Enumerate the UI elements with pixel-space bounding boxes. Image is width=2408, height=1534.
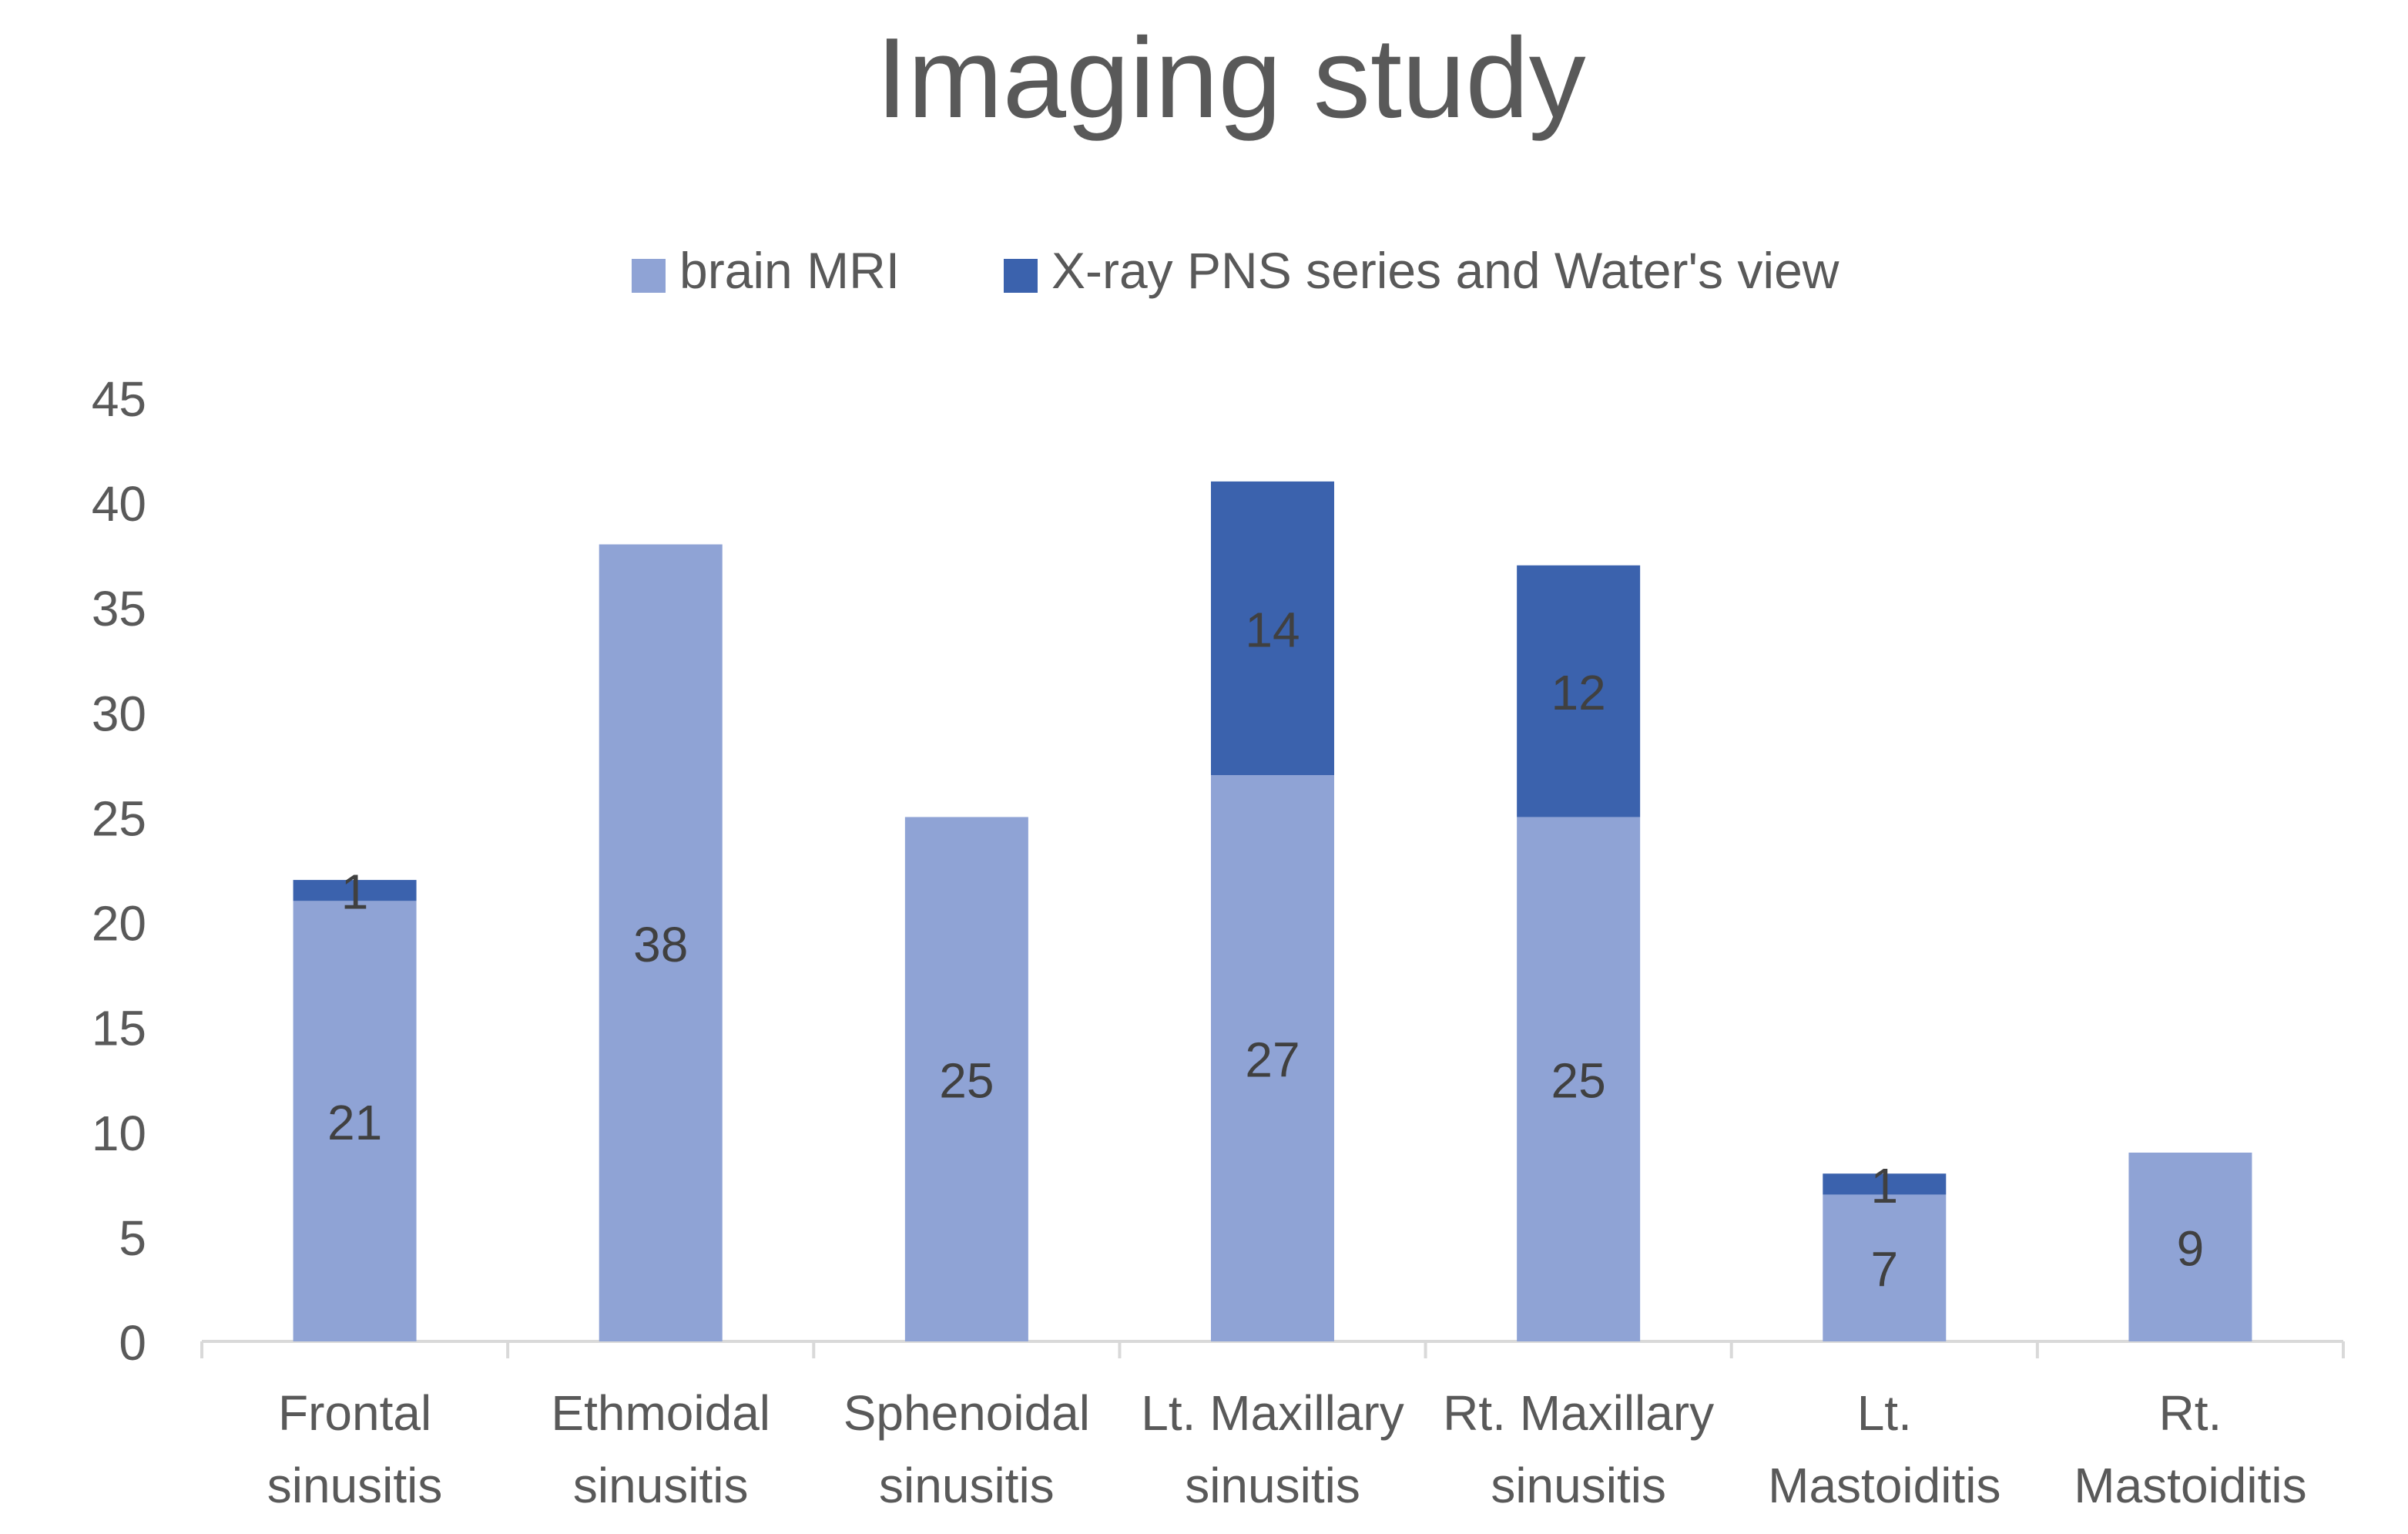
x-category-label: Rt. Maxillary (1443, 1385, 1714, 1441)
data-label: 7 (1870, 1242, 1898, 1297)
legend: brain MRI X-ray PNS series and Water's vi… (632, 242, 1840, 299)
legend-swatch-2 (1004, 259, 1038, 293)
x-category-label: Mastoiditis (2074, 1458, 2306, 1513)
y-axis: 0 5 10 15 20 25 30 35 40 45 (92, 371, 146, 1371)
bar-segment-series-2 (1211, 481, 1334, 775)
x-category-label: sinusitis (879, 1458, 1055, 1513)
y-tick-label: 5 (119, 1210, 146, 1266)
x-category-label: Lt. Maxillary (1141, 1385, 1404, 1441)
data-label: 25 (1551, 1053, 1606, 1109)
y-tick-label: 20 (92, 896, 146, 952)
legend-label-1: brain MRI (679, 242, 900, 299)
legend-swatch-1 (632, 259, 666, 293)
bar-segment-series-1 (599, 544, 723, 1341)
legend-label-2: X-ray PNS series and Water's view (1051, 242, 1840, 299)
bar-segment-series-2 (293, 880, 417, 901)
bar-segment-series-2 (1823, 1173, 1947, 1195)
data-label: 1 (341, 864, 369, 920)
x-category-label: sinusitis (267, 1458, 443, 1513)
bar-segment-series-1 (1823, 1194, 1947, 1341)
y-tick-label: 15 (92, 1001, 146, 1056)
x-category-label: Ethmoidal (551, 1385, 770, 1441)
y-tick-label: 40 (92, 476, 146, 532)
data-label: 25 (939, 1053, 994, 1109)
x-category-label: Mastoiditis (1768, 1458, 2001, 1513)
y-tick-label: 10 (92, 1106, 146, 1161)
x-category-label: Rt. (2159, 1385, 2222, 1441)
data-label: 21 (327, 1095, 382, 1150)
bars (293, 481, 2252, 1341)
data-label: 27 (1245, 1032, 1300, 1088)
data-label: 38 (633, 917, 688, 972)
y-tick-label: 45 (92, 371, 146, 427)
data-labels: 21 1 38 25 27 14 25 12 7 1 9 (327, 602, 2204, 1297)
x-category-label: sinusitis (573, 1458, 749, 1513)
bar-segment-series-1 (2128, 1153, 2252, 1341)
y-tick-label: 35 (92, 581, 146, 636)
data-label: 12 (1551, 665, 1606, 720)
x-category-label: Lt. (1857, 1385, 1912, 1441)
x-category-label: sinusitis (1491, 1458, 1666, 1513)
bar-segment-series-1 (1211, 775, 1334, 1341)
x-category-label: Sphenoidal (843, 1385, 1090, 1441)
bar-segment-series-1 (293, 901, 417, 1341)
x-category-label: Frontal (278, 1385, 431, 1441)
chart-title: Imaging study (876, 15, 1585, 142)
x-axis: Frontal sinusitis Ethmoidal sinusitis Spheno… (200, 1340, 2345, 1513)
data-label: 9 (2177, 1221, 2205, 1277)
bar-segment-series-2 (1517, 565, 1641, 817)
x-category-label: sinusitis (1185, 1458, 1360, 1513)
bar-segment-series-1 (1517, 817, 1641, 1341)
y-tick-label: 25 (92, 790, 146, 846)
data-label: 1 (1870, 1158, 1898, 1213)
bar-segment-series-1 (904, 817, 1028, 1341)
data-label: 14 (1245, 602, 1300, 657)
y-tick-label: 30 (92, 686, 146, 741)
y-tick-label: 0 (119, 1315, 146, 1371)
